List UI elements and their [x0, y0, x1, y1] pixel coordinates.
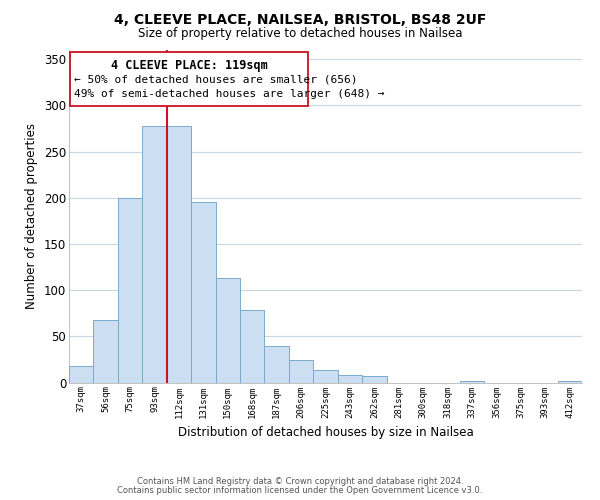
Text: ← 50% of detached houses are smaller (656): ← 50% of detached houses are smaller (65…	[74, 74, 358, 84]
Bar	[289, 360, 313, 382]
Text: Contains HM Land Registry data © Crown copyright and database right 2024.: Contains HM Land Registry data © Crown c…	[137, 477, 463, 486]
Bar	[191, 202, 215, 382]
Bar	[313, 370, 338, 382]
Bar	[167, 126, 191, 382]
X-axis label: Distribution of detached houses by size in Nailsea: Distribution of detached houses by size …	[178, 426, 473, 439]
Bar	[460, 380, 484, 382]
Bar	[215, 278, 240, 382]
Bar	[94, 320, 118, 382]
Bar	[557, 380, 582, 382]
Text: Contains public sector information licensed under the Open Government Licence v3: Contains public sector information licen…	[118, 486, 482, 495]
Text: 4 CLEEVE PLACE: 119sqm: 4 CLEEVE PLACE: 119sqm	[111, 59, 268, 72]
Bar	[265, 346, 289, 383]
Text: 49% of semi-detached houses are larger (648) →: 49% of semi-detached houses are larger (…	[74, 89, 385, 99]
Bar	[69, 366, 94, 382]
FancyBboxPatch shape	[70, 52, 308, 106]
Text: Size of property relative to detached houses in Nailsea: Size of property relative to detached ho…	[138, 28, 462, 40]
Bar	[142, 126, 167, 382]
Text: 4, CLEEVE PLACE, NAILSEA, BRISTOL, BS48 2UF: 4, CLEEVE PLACE, NAILSEA, BRISTOL, BS48 …	[114, 12, 486, 26]
Y-axis label: Number of detached properties: Number of detached properties	[25, 123, 38, 309]
Bar	[362, 376, 386, 382]
Bar	[118, 198, 142, 382]
Bar	[240, 310, 265, 382]
Bar	[338, 375, 362, 382]
